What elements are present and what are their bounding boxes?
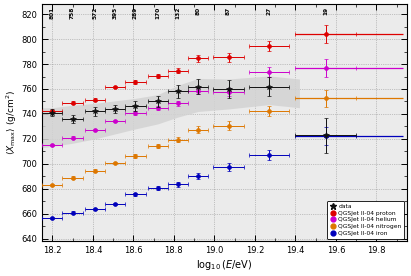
Text: 132: 132 xyxy=(175,7,180,19)
Y-axis label: $\langle X_{\mathrm{max}}\rangle$ (g/cm$^{2}$): $\langle X_{\mathrm{max}}\rangle$ (g/cm$… xyxy=(4,90,18,155)
Legend: data, QGSJet II-04 proton, QGSJet II-04 helium, QGSJet II-04 nitrogen, QGSJet II: data, QGSJet II-04 proton, QGSJet II-04 … xyxy=(327,201,404,239)
Text: 27: 27 xyxy=(267,7,272,15)
Text: 80: 80 xyxy=(196,7,201,15)
Text: 87: 87 xyxy=(226,7,231,15)
Text: 170: 170 xyxy=(155,7,160,19)
X-axis label: $\log_{10}(E/\mathrm{eV})$: $\log_{10}(E/\mathrm{eV})$ xyxy=(196,258,253,272)
Text: 289: 289 xyxy=(133,7,138,19)
Text: 395: 395 xyxy=(113,7,118,19)
Text: 801: 801 xyxy=(50,7,55,19)
Text: 19: 19 xyxy=(323,7,328,15)
Text: 758: 758 xyxy=(70,7,75,19)
Text: 572: 572 xyxy=(92,7,97,19)
